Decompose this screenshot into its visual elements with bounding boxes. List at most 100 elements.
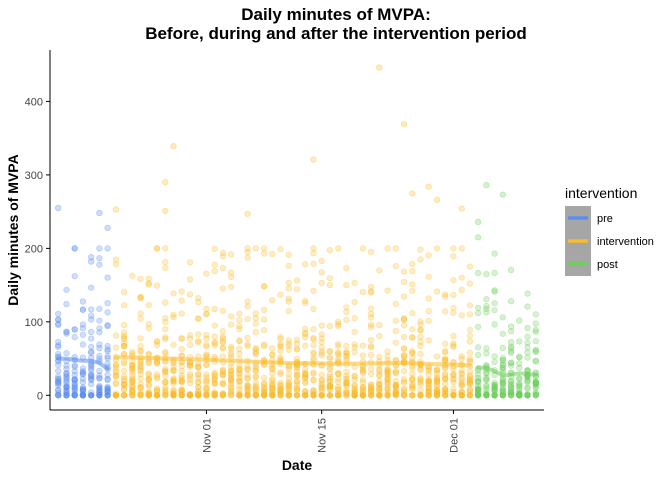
data-point — [269, 389, 276, 396]
data-point — [79, 385, 86, 392]
data-point — [269, 385, 276, 392]
data-point — [269, 384, 276, 391]
data-point — [252, 391, 259, 398]
data-point — [310, 387, 317, 394]
data-point — [343, 380, 350, 387]
data-point — [63, 377, 70, 384]
data-point — [145, 325, 152, 332]
data-point — [417, 327, 424, 334]
data-point — [318, 389, 325, 396]
data-point — [162, 389, 169, 396]
data-point — [392, 317, 399, 324]
data-point — [516, 392, 523, 399]
data-point — [79, 391, 86, 398]
data-point — [376, 392, 383, 399]
data-point — [203, 380, 210, 387]
data-point — [433, 378, 441, 385]
data-point — [302, 392, 309, 399]
data-point — [400, 388, 408, 395]
data-point — [524, 392, 531, 399]
data-point — [170, 386, 177, 394]
data-point — [442, 385, 449, 392]
data-point — [359, 392, 367, 399]
data-point — [178, 336, 185, 343]
data-point — [392, 390, 399, 397]
data-point — [466, 374, 474, 381]
data-point — [466, 392, 474, 399]
data-point — [104, 392, 111, 399]
data-point — [170, 314, 177, 321]
data-point — [63, 328, 70, 335]
data-point — [466, 392, 474, 399]
data-point — [145, 390, 152, 397]
data-point — [195, 299, 202, 306]
data-point — [483, 392, 490, 399]
data-point — [178, 374, 185, 382]
data-point — [112, 392, 119, 399]
outlier-point — [112, 206, 119, 213]
data-point — [335, 370, 342, 378]
data-point — [499, 344, 506, 352]
data-point — [252, 392, 259, 399]
data-point — [269, 375, 276, 383]
data-point — [458, 374, 465, 381]
data-point — [326, 392, 334, 399]
data-point — [343, 308, 350, 316]
data-point — [261, 392, 268, 399]
data-point — [186, 392, 194, 399]
data-point — [318, 348, 325, 355]
data-point — [55, 376, 62, 383]
data-point — [129, 362, 136, 369]
data-point — [524, 378, 531, 385]
data-point — [244, 375, 251, 383]
data-point — [178, 392, 185, 399]
data-point — [392, 328, 399, 335]
data-point — [376, 380, 383, 388]
data-point — [335, 392, 342, 399]
data-point — [442, 340, 449, 347]
data-point — [261, 327, 268, 334]
data-point — [55, 380, 62, 387]
data-point — [359, 369, 367, 377]
data-point — [71, 392, 78, 399]
data-point — [96, 344, 103, 352]
data-point — [219, 285, 226, 292]
data-point — [137, 385, 144, 392]
data-point — [392, 382, 399, 389]
data-point — [269, 370, 276, 377]
data-point — [499, 392, 506, 399]
data-point — [450, 375, 457, 383]
data-point — [269, 380, 276, 387]
data-point — [162, 392, 169, 399]
data-point — [524, 392, 531, 399]
data-point — [409, 392, 416, 399]
data-point — [153, 282, 161, 289]
data-point — [145, 392, 152, 399]
data-point — [343, 352, 350, 360]
data-point — [162, 379, 169, 386]
data-point — [466, 368, 474, 375]
data-point — [450, 291, 457, 299]
data-point — [400, 353, 408, 360]
data-point — [195, 392, 202, 399]
series-points-intervention — [112, 64, 474, 399]
data-point — [186, 376, 194, 383]
data-point — [425, 392, 432, 399]
data-point — [409, 310, 416, 317]
outlier-point — [96, 210, 103, 217]
data-point — [499, 379, 506, 386]
data-point — [79, 306, 86, 313]
data-point — [433, 392, 441, 399]
data-point — [88, 392, 95, 399]
data-point — [178, 379, 185, 386]
data-point — [417, 342, 424, 350]
data-point — [425, 273, 432, 280]
data-point — [532, 392, 539, 399]
data-point — [466, 355, 474, 362]
data-point — [516, 392, 523, 399]
data-point — [326, 282, 334, 289]
data-point — [219, 328, 226, 335]
data-point — [120, 392, 128, 399]
data-point — [466, 388, 474, 395]
data-point — [228, 349, 235, 357]
